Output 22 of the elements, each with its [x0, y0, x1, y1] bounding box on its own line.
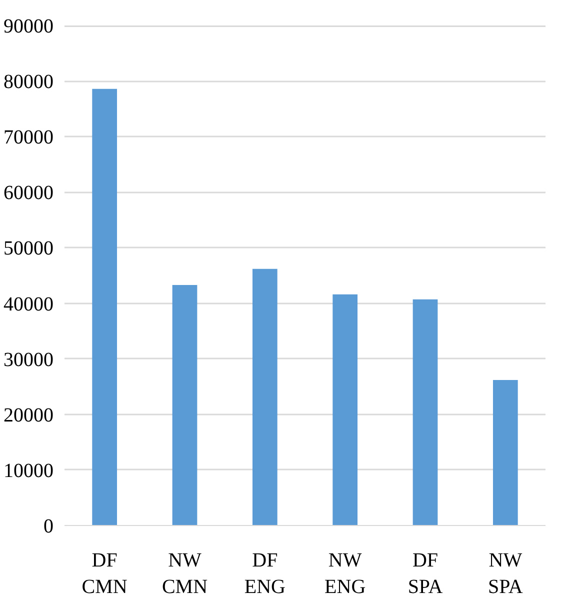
bar: [332, 294, 358, 526]
y-tick-label: 90000: [4, 16, 54, 38]
x-tick-label: DF CMN: [82, 550, 128, 598]
y-tick-label: 0: [44, 516, 54, 538]
x-tick-label: NW CMN: [162, 550, 208, 598]
y-tick-label: 40000: [4, 293, 54, 316]
x-tick-label: NW ENG: [324, 550, 366, 598]
y-tick-label: 70000: [4, 126, 54, 149]
y-tick-label: 80000: [4, 71, 54, 94]
y-tick-label: 60000: [4, 182, 54, 204]
x-tick-label: DF SPA: [408, 550, 444, 598]
y-tick-label: 50000: [4, 238, 54, 260]
x-tick-label: NW SPA: [488, 550, 524, 598]
bar: [172, 284, 198, 526]
y-tick-label: 10000: [4, 460, 54, 482]
bar: [92, 88, 118, 526]
y-tick-label: 20000: [4, 404, 54, 426]
x-tick-label: DF ENG: [244, 550, 286, 598]
bar: [252, 268, 278, 526]
bar: [492, 380, 518, 526]
y-tick-label: 30000: [4, 348, 54, 371]
bar: [412, 299, 438, 526]
